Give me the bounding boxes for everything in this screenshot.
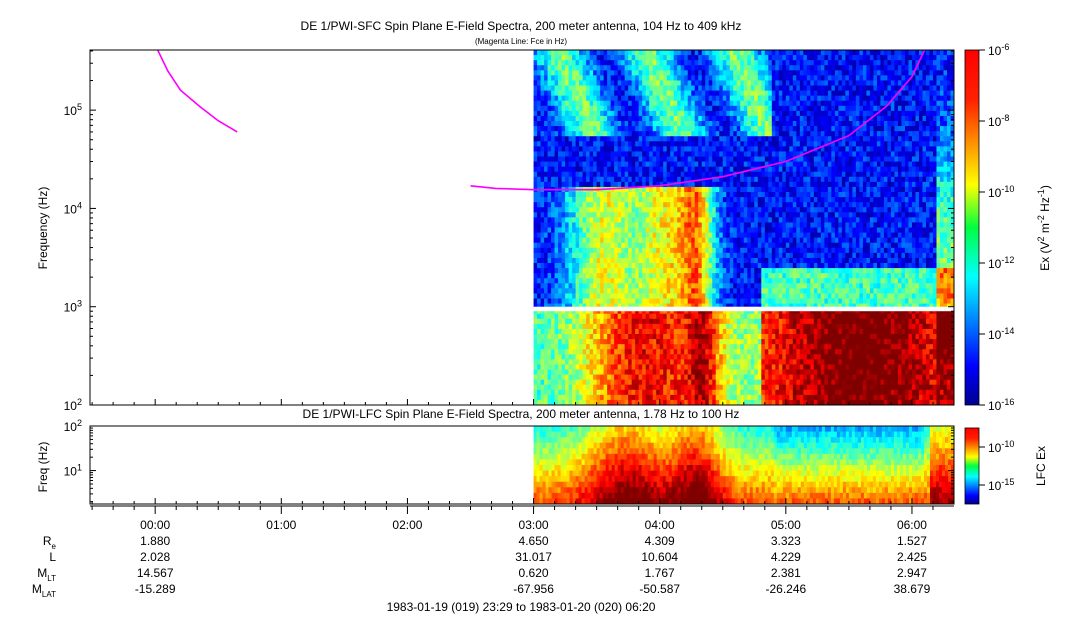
sfc-colorbar-tick-label: 10-8 <box>988 113 1009 129</box>
lfc-plot-frame <box>89 425 955 505</box>
sfc-colorbar-label: Ex (V2 m-2 Hz-1) <box>1036 185 1052 271</box>
sfc-colorbar-ticks: 10-6 10-8 10-10 10-12 10-14 10-16 <box>979 42 1014 413</box>
ephemeris-value: 14.567 <box>137 566 174 580</box>
time-range-label: 1983-01-19 (019) 23:29 to 1983-01-20 (02… <box>387 600 656 614</box>
ephemeris-value: 2.381 <box>771 566 801 580</box>
sfc-colorbar <box>964 49 980 406</box>
ephemeris-value: 1.527 <box>897 534 927 548</box>
sfc-y-tick-label: 105 <box>64 102 82 118</box>
lfc-title: DE 1/PWI-LFC Spin Plane E-Field Spectra,… <box>303 407 740 421</box>
ephemeris-value: -26.246 <box>765 582 806 596</box>
lfc-colorbar-tick-label: 10-10 <box>988 439 1014 455</box>
lfc-colorbar-ticks: 10-10 10-15 <box>979 439 1014 493</box>
ephemeris-value: 4.229 <box>771 550 801 564</box>
lfc-spectrogram <box>533 426 954 504</box>
ephemeris-value: 0.620 <box>519 566 549 580</box>
time-tick-label: 01:00 <box>266 518 296 532</box>
time-tick-label: 05:00 <box>771 518 801 532</box>
sfc-colorbar-tick-label: 10-12 <box>988 255 1014 271</box>
ephemeris-value: -67.956 <box>513 582 554 596</box>
sfc-colorbar-tick-label: 10-10 <box>988 184 1014 200</box>
ephemeris-row-label: Re <box>43 534 57 551</box>
ephemeris-value: 10.604 <box>641 550 678 564</box>
sfc-data-gap-band <box>533 306 954 312</box>
ephemeris-value: 4.309 <box>645 534 675 548</box>
ephemeris-value: 38.679 <box>894 582 931 596</box>
ephemeris-value: 1.767 <box>645 566 675 580</box>
ephemeris-value: 2.947 <box>897 566 927 580</box>
ephemeris-value: 2.028 <box>140 550 170 564</box>
ephemeris-value: 31.017 <box>515 550 552 564</box>
sfc-colorbar-tick-label: 10-14 <box>988 326 1014 342</box>
sfc-title: DE 1/PWI-SFC Spin Plane E-Field Spectra,… <box>301 19 742 33</box>
time-tick-label: 02:00 <box>392 518 422 532</box>
time-tick-label: 03:00 <box>519 518 549 532</box>
sfc-y-tick-label: 102 <box>64 397 82 413</box>
lfc-y-tick-label: 102 <box>64 418 82 434</box>
ephemeris-value: -50.587 <box>639 582 680 596</box>
sfc-y-axis: 102 103 104 105 <box>64 50 954 413</box>
ephemeris-row-label: MLT <box>37 566 56 583</box>
ephemeris-value: 3.323 <box>771 534 801 548</box>
lfc-y-tick-label: 101 <box>64 463 82 479</box>
lfc-colorbar-label: LFC Ex <box>1034 446 1048 486</box>
ephemeris-value: -15.289 <box>135 582 176 596</box>
sfc-y-tick-label: 103 <box>64 299 82 315</box>
ephemeris-row-label: L <box>49 550 56 564</box>
sfc-y-tick-label: 104 <box>64 200 82 216</box>
ephemeris-row-label: MLAT <box>32 582 56 599</box>
sfc-colorbar-tick-label: 10-16 <box>988 397 1014 413</box>
time-tick-label: 04:00 <box>645 518 675 532</box>
sfc-y-axis-label: Frequency (Hz) <box>36 187 50 270</box>
time-axis: 00:00 01:00 02:00 03:00 04:00 05:00 06:00 <box>90 399 954 532</box>
time-tick-label: 06:00 <box>897 518 927 532</box>
sfc-subtitle: (Magenta Line: Fce in Hz) <box>475 37 567 46</box>
sfc-spectrogram <box>533 50 954 405</box>
lfc-y-axis-label: Freq (Hz) <box>36 442 50 493</box>
sfc-plot-frame <box>89 49 955 406</box>
lfc-y-axis: 101 102 <box>64 418 954 503</box>
ephemeris-value: 2.425 <box>897 550 927 564</box>
fce-magenta-line-2 <box>470 50 926 191</box>
sfc-colorbar-tick-label: 10-6 <box>988 42 1009 58</box>
lfc-colorbar <box>964 427 980 505</box>
ephemeris-value: 1.880 <box>140 534 170 548</box>
fce-magenta-line <box>156 50 238 133</box>
ephemeris-value: 4.650 <box>519 534 549 548</box>
lfc-colorbar-tick-label: 10-15 <box>988 477 1014 493</box>
time-tick-label: 00:00 <box>140 518 170 532</box>
ephemeris-table: Re 1.880 4.650 4.309 3.323 1.527 L 2.028 31.017 1… <box>32 534 931 599</box>
